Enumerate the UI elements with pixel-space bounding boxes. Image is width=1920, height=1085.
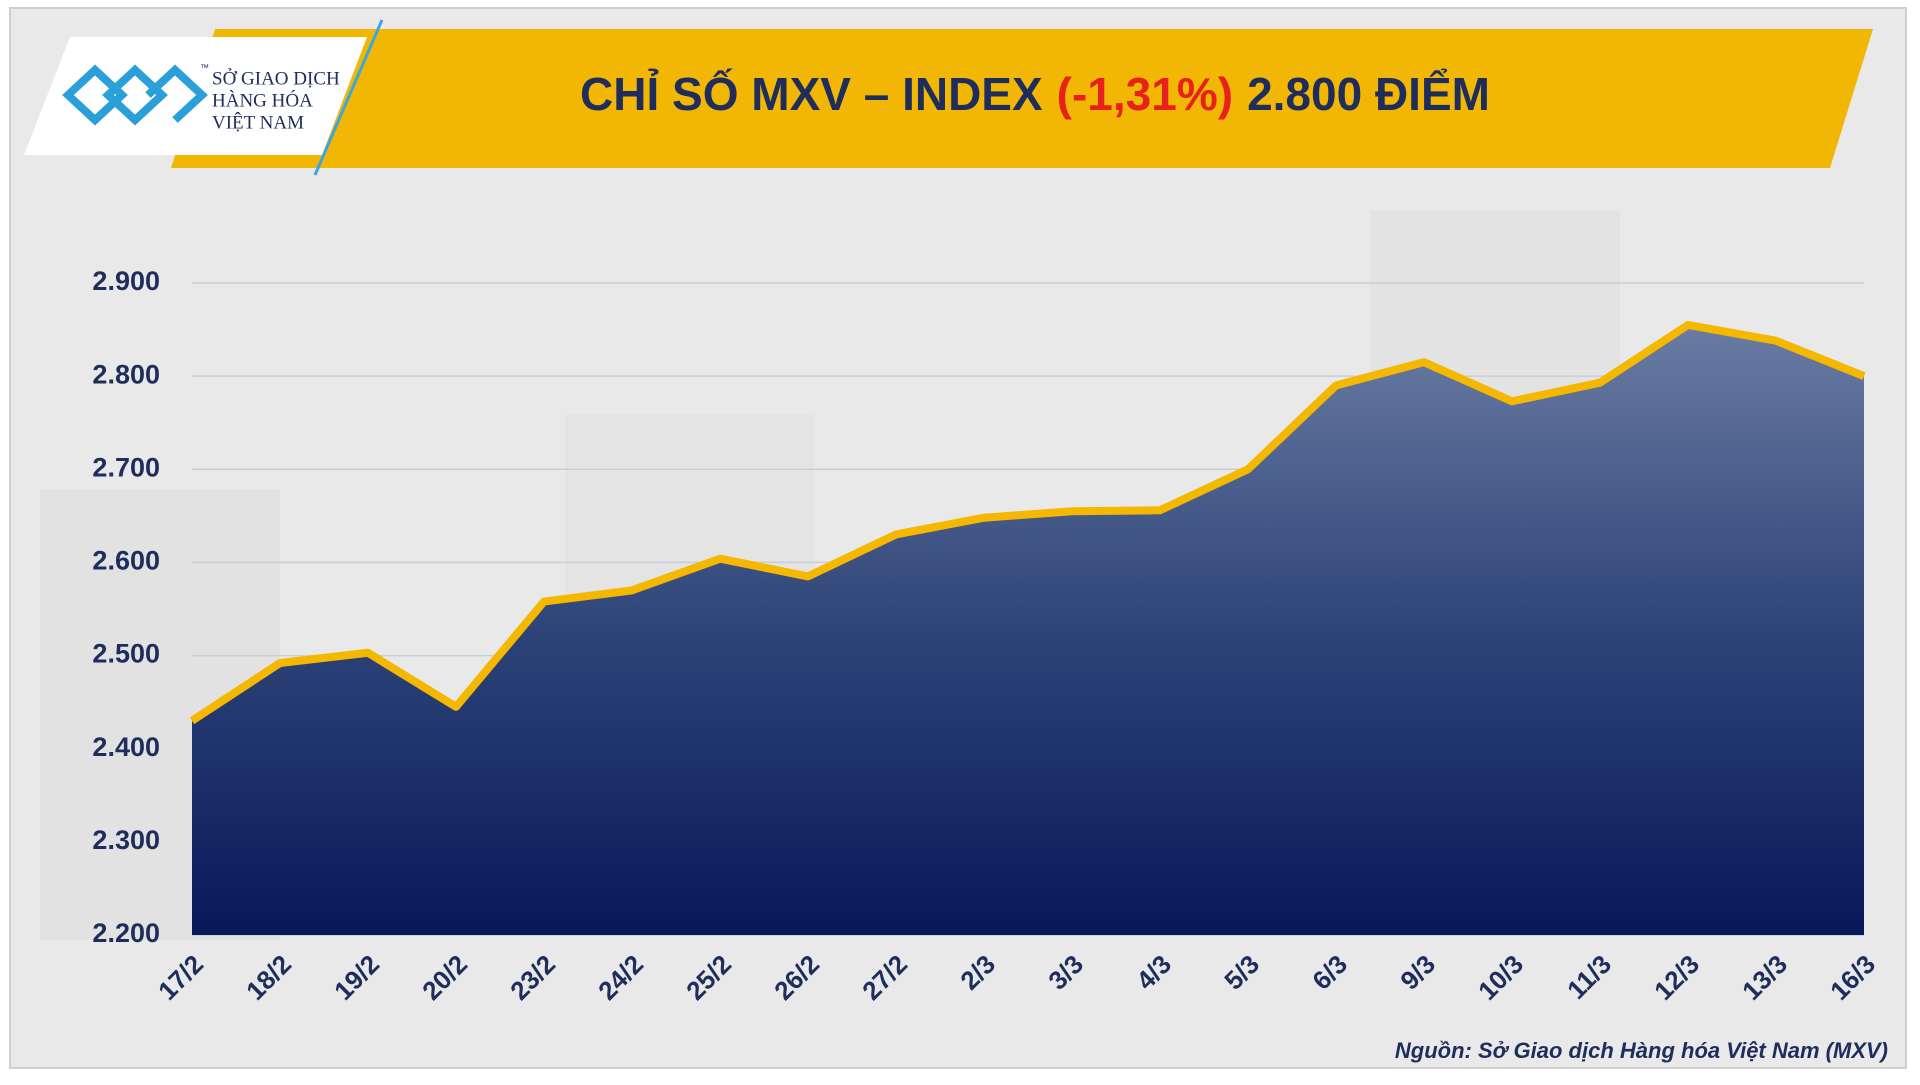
title-tail: 2.800 ĐIỂM bbox=[1247, 68, 1490, 120]
area bbox=[192, 324, 1864, 935]
y-tick-label: 2.600 bbox=[92, 546, 160, 576]
y-tick-label: 2.900 bbox=[92, 266, 160, 296]
title-change: (-1,31%) bbox=[1057, 68, 1233, 120]
y-tick-label: 2.400 bbox=[92, 732, 160, 762]
title-lead: CHỈ SỐ MXV – INDEX bbox=[580, 68, 1043, 120]
logo-text: HÀNG HÓA bbox=[212, 89, 313, 111]
logo-tm: ™ bbox=[200, 62, 209, 72]
logo-icon bbox=[62, 64, 208, 126]
logo-text: SỞ GIAO DỊCH bbox=[212, 67, 340, 89]
y-tick-label: 2.200 bbox=[92, 918, 160, 948]
logo-text: VIỆT NAM bbox=[212, 111, 304, 133]
y-tick-label: 2.700 bbox=[92, 452, 160, 482]
y-tick-label: 2.500 bbox=[92, 639, 160, 669]
line bbox=[189, 320, 1866, 725]
source-note: Nguồn: Sở Giao dịch Hàng hóa Việt Nam (M… bbox=[1395, 1038, 1888, 1063]
y-tick-label: 2.800 bbox=[92, 359, 160, 389]
logo-accent bbox=[313, 19, 384, 176]
title-banner bbox=[171, 29, 1873, 168]
chart-title: CHỈ SỐ MXV – INDEX (-1,31%) 2.800 ĐIỂM bbox=[580, 68, 1490, 120]
y-tick-label: 2.300 bbox=[92, 825, 160, 855]
